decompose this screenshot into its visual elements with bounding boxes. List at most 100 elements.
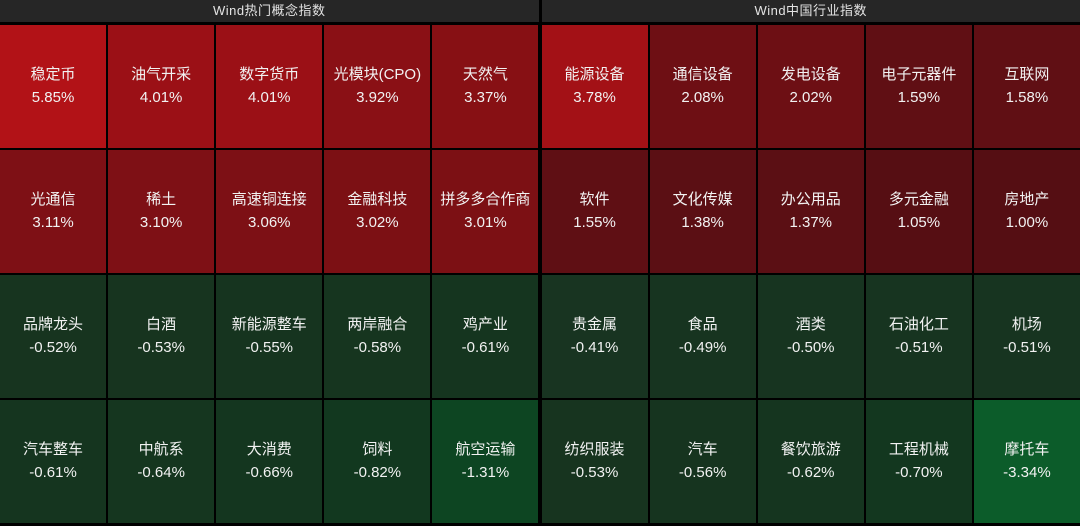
cell-change: 1.55% xyxy=(573,214,616,231)
cell-name: 文化传媒 xyxy=(672,191,733,208)
section-title-hot-concepts: Wind热门概念指数 xyxy=(0,0,539,25)
cell-name: 天然气 xyxy=(462,66,508,83)
cell-change: 3.11% xyxy=(32,214,74,231)
cell-change: 3.01% xyxy=(464,214,507,231)
cell-name: 鸡产业 xyxy=(462,316,508,333)
cell-change: -0.61% xyxy=(29,464,77,481)
cell-name: 互联网 xyxy=(1004,66,1050,83)
cell-name: 工程机械 xyxy=(888,441,949,458)
heatmap-cell[interactable]: 房地产 1.00% xyxy=(973,150,1080,273)
cell-change: -0.62% xyxy=(786,464,835,481)
cell-change: 3.06% xyxy=(247,214,291,231)
cell-change: -0.52% xyxy=(29,339,77,356)
cell-change: 1.59% xyxy=(897,89,941,106)
heatmap-cell[interactable]: 办公用品 1.37% xyxy=(757,150,864,273)
cell-change: 3.78% xyxy=(573,89,616,106)
cell-name: 光模块(CPO) xyxy=(333,66,422,83)
heatmap-cell[interactable]: 纺织服装 -0.53% xyxy=(541,400,648,523)
cell-name: 拼多多合作商 xyxy=(440,191,531,208)
cell-change: -0.66% xyxy=(245,464,293,481)
heatmap-cell[interactable]: 汽车整车 -0.61% xyxy=(0,400,107,523)
heatmap-cell[interactable]: 饲料 -0.82% xyxy=(324,400,431,523)
cell-name: 白酒 xyxy=(146,316,177,333)
heatmap-cell[interactable]: 光模块(CPO) 3.92% xyxy=(324,25,431,148)
heatmap-cell[interactable]: 稀土 3.10% xyxy=(108,150,215,273)
cell-name: 稀土 xyxy=(146,191,177,208)
cell-name: 通信设备 xyxy=(672,66,733,83)
section-title-china-industry: Wind中国行业指数 xyxy=(541,0,1080,25)
heatmap-cell[interactable]: 品牌龙头 -0.52% xyxy=(0,275,107,398)
heatmap-cell[interactable]: 贵金属 -0.41% xyxy=(541,275,648,398)
cell-change: 4.01% xyxy=(139,89,183,106)
cell-change: -0.51% xyxy=(1003,339,1051,356)
heatmap-cell[interactable]: 餐饮旅游 -0.62% xyxy=(757,400,864,523)
cell-name: 新能源整车 xyxy=(231,316,307,333)
cell-change: 4.01% xyxy=(247,89,291,106)
heatmap-cell[interactable]: 数字货币 4.01% xyxy=(216,25,323,148)
cell-name: 航空运输 xyxy=(455,441,516,458)
heatmap-cell[interactable]: 油气开采 4.01% xyxy=(108,25,215,148)
heatmap-cell[interactable]: 金融科技 3.02% xyxy=(324,150,431,273)
heatmap-cell[interactable]: 中航系 -0.64% xyxy=(108,400,215,523)
panel-hot-concepts: Wind热门概念指数 稳定币 5.85% 油气开采 4.01% 数字货币 4.01% 光模块… xyxy=(0,0,539,523)
heatmap-cell[interactable]: 摩托车 -3.34% xyxy=(973,400,1080,523)
cell-change: -0.56% xyxy=(678,464,727,481)
cell-change: -0.50% xyxy=(786,339,835,356)
cell-change: -0.70% xyxy=(895,464,943,481)
heatmap-cell[interactable]: 机场 -0.51% xyxy=(973,275,1080,398)
heatmap-cell[interactable]: 电子元器件 1.59% xyxy=(865,25,972,148)
cell-change: 5.85% xyxy=(31,89,75,106)
heatmap-cell[interactable]: 光通信 3.11% xyxy=(0,150,107,273)
heatmap-cell[interactable]: 石油化工 -0.51% xyxy=(865,275,972,398)
cell-change: 3.10% xyxy=(139,214,183,231)
cell-name: 软件 xyxy=(579,191,610,208)
heatmap-cell[interactable]: 拼多多合作商 3.01% xyxy=(432,150,539,273)
cell-name: 光通信 xyxy=(30,191,76,208)
cell-name: 纺织服装 xyxy=(564,441,625,458)
cell-name: 油气开采 xyxy=(131,66,192,83)
cell-change: 1.05% xyxy=(897,214,941,231)
cell-change: 2.08% xyxy=(681,89,724,106)
heatmap-cell[interactable]: 文化传媒 1.38% xyxy=(649,150,756,273)
cell-change: 1.38% xyxy=(681,214,724,231)
heatmap-cell[interactable]: 能源设备 3.78% xyxy=(541,25,648,148)
cell-name: 饲料 xyxy=(362,441,393,458)
heatmap-cell[interactable]: 通信设备 2.08% xyxy=(649,25,756,148)
heatmap-cell[interactable]: 高速铜连接 3.06% xyxy=(216,150,323,273)
heatmap-cell[interactable]: 互联网 1.58% xyxy=(973,25,1080,148)
heatmap-cell[interactable]: 白酒 -0.53% xyxy=(108,275,215,398)
heatmap-cell[interactable]: 新能源整车 -0.55% xyxy=(216,275,323,398)
heatmap-cell[interactable]: 多元金融 1.05% xyxy=(865,150,972,273)
cell-change: 1.58% xyxy=(1005,89,1049,106)
heatmap-cell[interactable]: 汽车 -0.56% xyxy=(649,400,756,523)
heatmap-cell[interactable]: 天然气 3.37% xyxy=(432,25,539,148)
cell-name: 多元金融 xyxy=(888,191,949,208)
heatmap-cell[interactable]: 食品 -0.49% xyxy=(649,275,756,398)
panel-china-industry: Wind中国行业指数 能源设备 3.78% 通信设备 2.08% 发电设备 2.02% 电子… xyxy=(541,0,1080,523)
heatmap-cell[interactable]: 鸡产业 -0.61% xyxy=(432,275,539,398)
heatmap-cell[interactable]: 发电设备 2.02% xyxy=(757,25,864,148)
cell-change: -3.34% xyxy=(1003,464,1051,481)
cell-name: 金融科技 xyxy=(347,191,408,208)
heatmap-cell[interactable]: 软件 1.55% xyxy=(541,150,648,273)
heatmap-cell[interactable]: 工程机械 -0.70% xyxy=(865,400,972,523)
cell-change: -0.61% xyxy=(461,339,510,356)
cell-change: 3.02% xyxy=(356,214,399,231)
cell-change: -0.41% xyxy=(570,339,619,356)
cell-name: 机场 xyxy=(1011,316,1042,333)
heatmap-cell[interactable]: 酒类 -0.50% xyxy=(757,275,864,398)
cell-name: 酒类 xyxy=(795,316,826,333)
cell-name: 食品 xyxy=(687,316,718,333)
cell-name: 办公用品 xyxy=(780,191,841,208)
cell-change: -0.64% xyxy=(137,464,185,481)
cell-name: 发电设备 xyxy=(780,66,841,83)
cell-name: 品牌龙头 xyxy=(23,316,84,333)
heatmap-cell[interactable]: 航空运输 -1.31% xyxy=(432,400,539,523)
heatmap-cell[interactable]: 稳定币 5.85% xyxy=(0,25,107,148)
heatmap-cell[interactable]: 两岸融合 -0.58% xyxy=(324,275,431,398)
heatmap-cell[interactable]: 大消费 -0.66% xyxy=(216,400,323,523)
cell-change: -0.82% xyxy=(353,464,402,481)
cell-change: -0.49% xyxy=(678,339,727,356)
cell-change: -0.53% xyxy=(570,464,619,481)
cell-name: 汽车 xyxy=(687,441,718,458)
